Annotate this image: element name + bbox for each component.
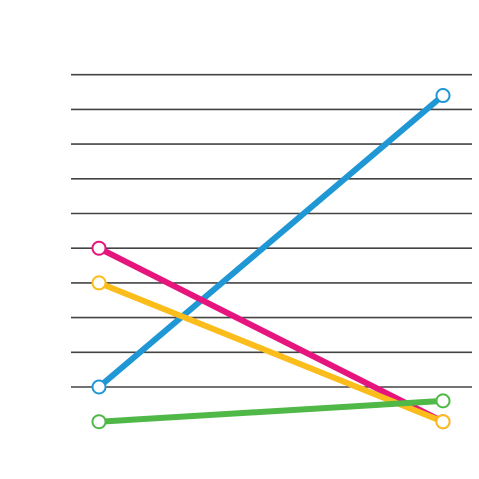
series-2-point-0 [91,275,107,291]
series-0-point-0 [91,379,107,395]
series-0-point-1 [435,88,451,104]
series-3-point-1 [435,393,451,409]
series-line-3 [98,397,444,425]
series-line-0 [97,93,445,390]
series-2-point-1 [435,414,451,430]
series-1-point-0 [91,240,107,256]
series-lines [97,93,445,425]
series-3-point-0 [91,414,107,430]
series-points [91,88,451,430]
series-line-1 [97,245,445,425]
series-line-2 [97,280,445,425]
